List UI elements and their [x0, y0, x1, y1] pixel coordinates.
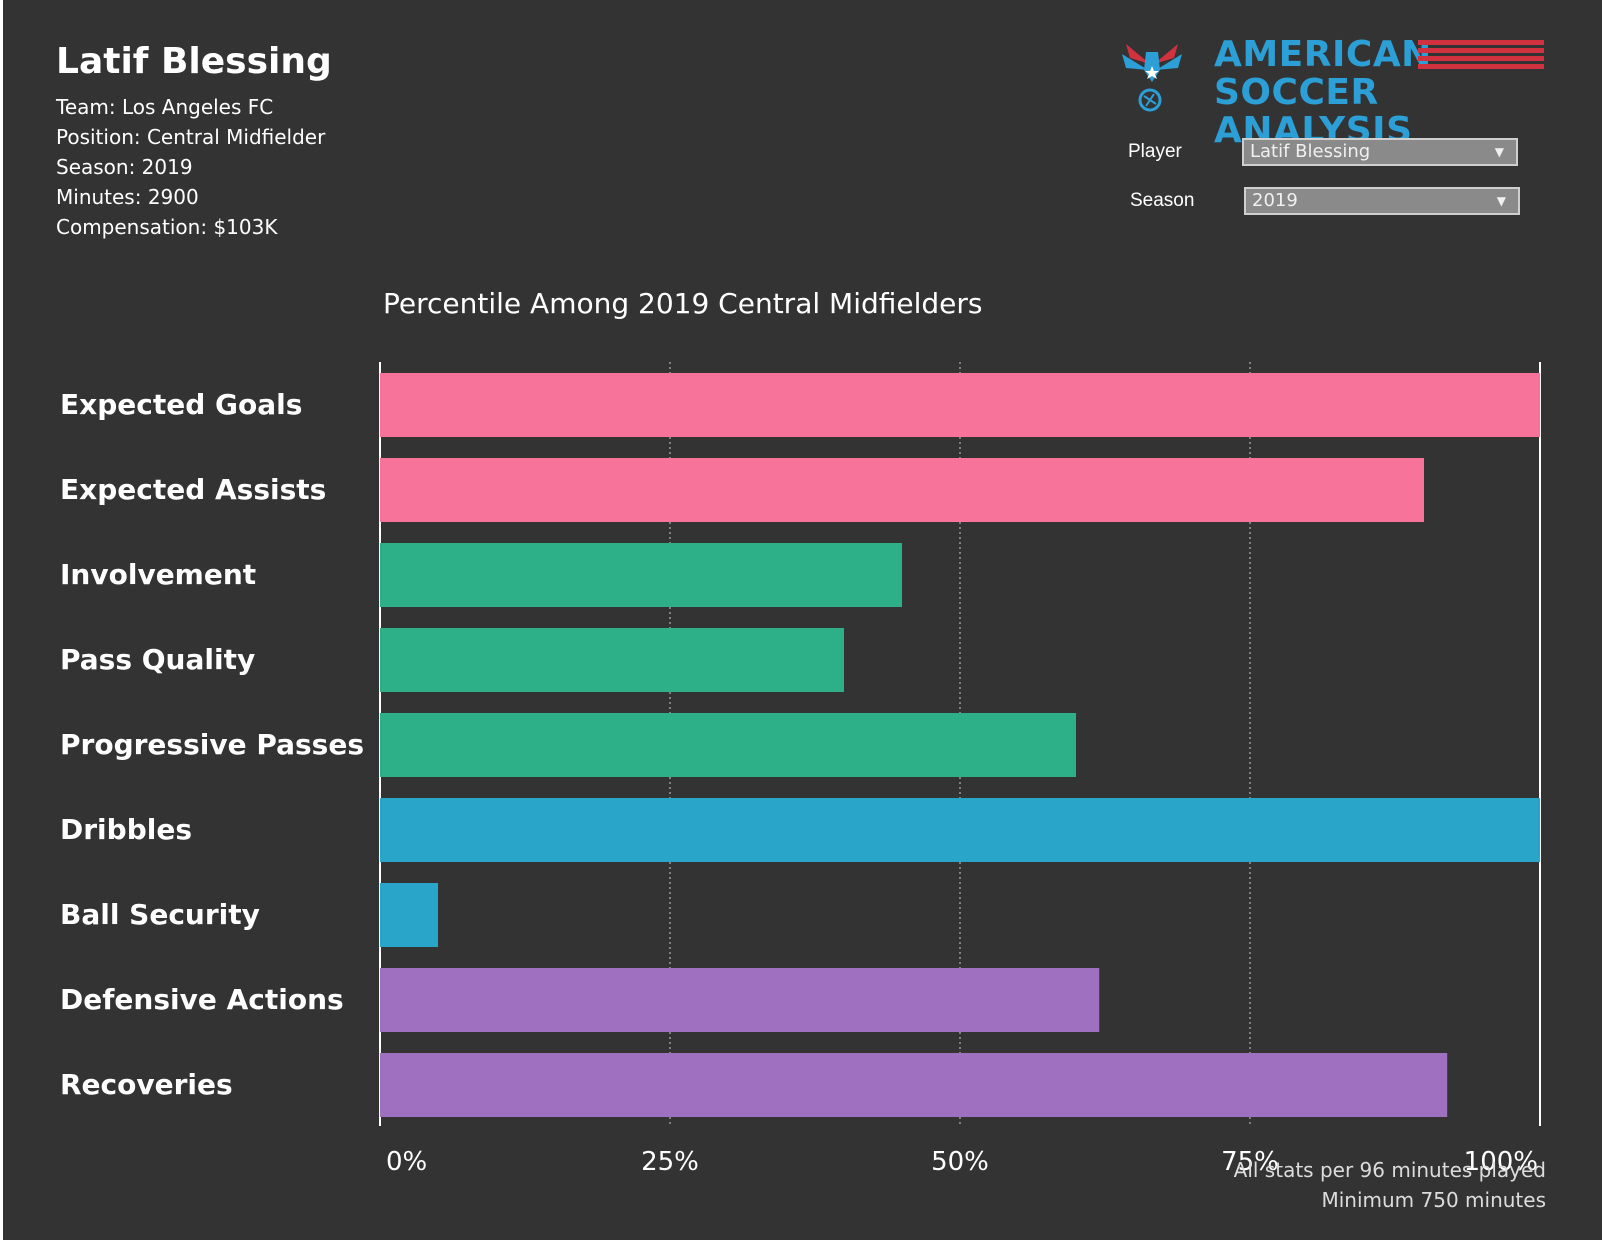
category-label-expected-assists: Expected Assists	[60, 473, 327, 506]
bar-expected-assists[interactable]	[380, 458, 1424, 522]
bar-recoveries[interactable]	[380, 1053, 1448, 1117]
category-label-defensive-actions: Defensive Actions	[60, 983, 344, 1016]
x-tick-label: 25%	[641, 1147, 699, 1177]
bar-pass-quality[interactable]	[380, 628, 844, 692]
category-label-progressive-passes: Progressive Passes	[60, 728, 364, 761]
chart-title: Percentile Among 2019 Central Midfielder…	[383, 287, 983, 320]
season-dropdown[interactable]: 2019 ▼	[1244, 187, 1520, 215]
season-dropdown-value: 2019	[1252, 190, 1298, 211]
bar-dribbles[interactable]	[380, 798, 1540, 862]
category-label-recoveries: Recoveries	[60, 1068, 233, 1101]
bar-ball-security[interactable]	[380, 883, 438, 947]
category-label-dribbles: Dribbles	[60, 813, 192, 846]
logo-stripes	[1418, 40, 1544, 70]
category-label-ball-security: Ball Security	[60, 898, 260, 931]
footnote-minimum: Minimum 750 minutes	[1321, 1188, 1546, 1212]
player-dropdown-value: Latif Blessing	[1250, 141, 1371, 162]
chevron-down-icon[interactable]: ▼	[1494, 145, 1504, 159]
logo-line1: AMERICAN	[1214, 34, 1432, 75]
eagle-icon	[1122, 44, 1182, 112]
category-label-involvement: Involvement	[60, 558, 257, 591]
player-dropdown[interactable]: Latif Blessing ▼	[1242, 138, 1518, 166]
player-filter-label: Player	[1128, 141, 1182, 162]
player-position: Position: Central Midfielder	[56, 125, 326, 149]
player-season: Season: 2019	[56, 155, 193, 179]
player-compensation: Compensation: $103K	[56, 215, 278, 239]
x-tick-label: 50%	[931, 1147, 989, 1177]
chevron-down-icon[interactable]: ▼	[1496, 194, 1506, 208]
x-tick-label: 75%	[1221, 1147, 1279, 1177]
bar-progressive-passes[interactable]	[380, 713, 1076, 777]
player-info: Latif Blessing Team: Los Angeles FC Posi…	[56, 40, 332, 242]
player-team: Team: Los Angeles FC	[56, 95, 274, 119]
category-label-pass-quality: Pass Quality	[60, 643, 256, 676]
footnote-per96: All stats per 96 minutes played	[1233, 1158, 1546, 1182]
bar-defensive-actions[interactable]	[380, 968, 1100, 1032]
player-name: Latif Blessing	[56, 41, 332, 82]
season-filter-label: Season	[1130, 190, 1195, 211]
left-border	[0, 0, 3, 1240]
player-minutes: Minutes: 2900	[56, 185, 199, 209]
x-tick-label: 0%	[386, 1147, 427, 1177]
x-tick-label: 100%	[1464, 1147, 1538, 1177]
category-label-expected-goals: Expected Goals	[60, 388, 303, 421]
bar-expected-goals[interactable]	[380, 373, 1540, 437]
bar-involvement[interactable]	[380, 543, 902, 607]
